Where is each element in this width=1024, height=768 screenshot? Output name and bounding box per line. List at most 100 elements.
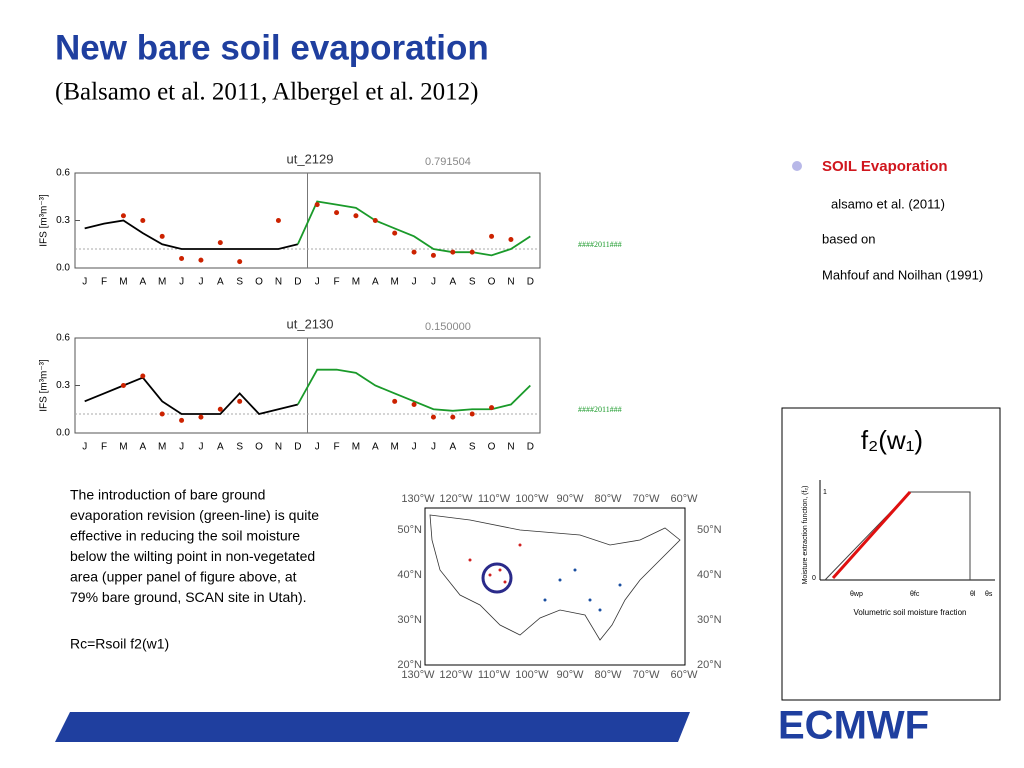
x-tick-label: F bbox=[101, 277, 107, 288]
x-tick-label: A bbox=[139, 442, 146, 453]
obs-dot bbox=[469, 411, 475, 417]
obs-dot bbox=[120, 213, 126, 219]
x-tick-label: A bbox=[217, 277, 224, 288]
y-tick-label: 0.3 bbox=[56, 380, 70, 391]
obs-dot bbox=[314, 202, 320, 208]
obs-dot bbox=[159, 411, 165, 417]
subtitle: (Balsamo et al. 2011, Albergel et al. 20… bbox=[55, 79, 479, 106]
bullet-line: Mahfouf and Noilhan (1991) bbox=[822, 267, 983, 282]
lon-label: 110°W bbox=[478, 669, 511, 681]
inset-tick: 1 bbox=[823, 489, 827, 496]
y-tick-label: 0.0 bbox=[56, 263, 70, 274]
x-tick-label: A bbox=[217, 442, 224, 453]
x-tick-label: J bbox=[82, 442, 87, 453]
obs-dot bbox=[450, 414, 456, 420]
lon-label: 90°W bbox=[556, 669, 584, 681]
lat-label: 50°N bbox=[397, 524, 422, 536]
y-tick-label: 0.6 bbox=[56, 333, 70, 344]
x-tick-label: M bbox=[158, 442, 166, 453]
lon-label: 120°W bbox=[439, 669, 473, 681]
lon-label: 90°W bbox=[556, 493, 584, 505]
footer-band bbox=[55, 712, 690, 742]
obs-dot bbox=[159, 233, 165, 239]
lat-label: 50°N bbox=[697, 524, 722, 536]
x-tick-label: J bbox=[198, 277, 203, 288]
x-tick-label: D bbox=[527, 442, 534, 453]
map-labels: 130°W 130°W 120°W 120°W 110°W 110°W 100°W 100°W… bbox=[397, 493, 721, 681]
plots: ut_2129 0.791504 ####2011### IFS [m³m⁻³] 0.0… bbox=[39, 151, 622, 452]
panel-note: ####2011### bbox=[578, 405, 622, 414]
panel-note: ####2011### bbox=[578, 240, 622, 249]
y-tick-label: 0.0 bbox=[56, 428, 70, 439]
x-tick-label: S bbox=[236, 442, 243, 453]
bullet bbox=[792, 161, 802, 171]
inset-tick: θl bbox=[970, 591, 976, 598]
obs-dot bbox=[179, 256, 185, 261]
x-tick-label: N bbox=[507, 277, 514, 288]
obs-dot bbox=[140, 373, 146, 379]
obs-dot bbox=[179, 417, 185, 423]
obs-dot bbox=[372, 218, 378, 223]
x-tick-label: J bbox=[315, 277, 320, 288]
x-tick-label: J bbox=[198, 442, 203, 453]
y-tick-label: 0.6 bbox=[56, 168, 70, 179]
inset-ylabel: Moisture extraction function, (f₂) bbox=[802, 486, 809, 585]
bullet-heading: SOIL Evaporation bbox=[822, 158, 948, 175]
x-tick-label: J bbox=[431, 442, 436, 453]
obs-dot bbox=[392, 230, 398, 236]
x-tick-label: A bbox=[139, 277, 146, 288]
lat-label: 20°N bbox=[397, 659, 422, 671]
lon-label: 80°W bbox=[594, 493, 622, 505]
x-tick-label: F bbox=[334, 442, 340, 453]
inset-xlabel: Volumetric soil moisture fraction bbox=[854, 608, 967, 617]
x-tick-label: A bbox=[449, 442, 456, 453]
obs-dot bbox=[217, 240, 223, 246]
inset-tick: 0 bbox=[812, 575, 816, 582]
x-tick-label: O bbox=[488, 277, 496, 288]
logo: ECMWF bbox=[778, 704, 929, 748]
panel-score: 0.150000 bbox=[425, 321, 471, 333]
obs-dot bbox=[334, 210, 340, 216]
lon-label: 110°W bbox=[478, 493, 511, 505]
x-tick-label: N bbox=[275, 442, 282, 453]
obs-dot bbox=[275, 218, 281, 223]
panel-score: 0.791504 bbox=[425, 156, 471, 168]
y-tick-label: 0.3 bbox=[56, 215, 70, 226]
paragraph-line: 79% bare ground, SCAN site in Utah). bbox=[70, 589, 307, 605]
obs-dot bbox=[508, 237, 514, 242]
x-tick-label: D bbox=[294, 277, 301, 288]
inset-box bbox=[781, 407, 1001, 701]
x-tick-label: J bbox=[179, 277, 184, 288]
title: New bare soil evaporation bbox=[55, 28, 489, 67]
paragraph-line: area (upper panel of figure above, at bbox=[70, 569, 297, 585]
obs-dot bbox=[411, 249, 417, 255]
panel-label: ut_2130 bbox=[287, 316, 334, 331]
lon-label: 70°W bbox=[632, 493, 660, 505]
x-tick-label: N bbox=[275, 277, 282, 288]
paragraph-line: evaporation revision (green-line) is qui… bbox=[70, 507, 319, 523]
inset-tick: θs bbox=[985, 591, 993, 598]
obs-dot bbox=[198, 257, 204, 263]
map bbox=[424, 507, 686, 666]
model-line bbox=[84, 219, 299, 250]
lon-label: 70°W bbox=[632, 669, 660, 681]
panel-label: ut_2129 bbox=[287, 151, 334, 166]
obs-dot bbox=[411, 402, 417, 407]
obs-dot bbox=[140, 218, 146, 223]
x-tick-label: A bbox=[372, 277, 379, 288]
obs-dot bbox=[392, 398, 398, 404]
inset-tick: θwp bbox=[850, 591, 863, 598]
lat-label: 30°N bbox=[697, 614, 722, 626]
x-tick-label: O bbox=[255, 277, 263, 288]
obs-dot bbox=[217, 406, 223, 412]
obs-dot bbox=[450, 249, 456, 255]
x-tick-label: J bbox=[412, 442, 417, 453]
obs-dot bbox=[120, 383, 126, 388]
bullet-line: based on bbox=[822, 231, 876, 246]
obs-dot bbox=[237, 398, 243, 404]
x-tick-label: M bbox=[352, 277, 360, 288]
inset-tick: θfc bbox=[910, 591, 920, 598]
x-tick-label: D bbox=[294, 442, 301, 453]
